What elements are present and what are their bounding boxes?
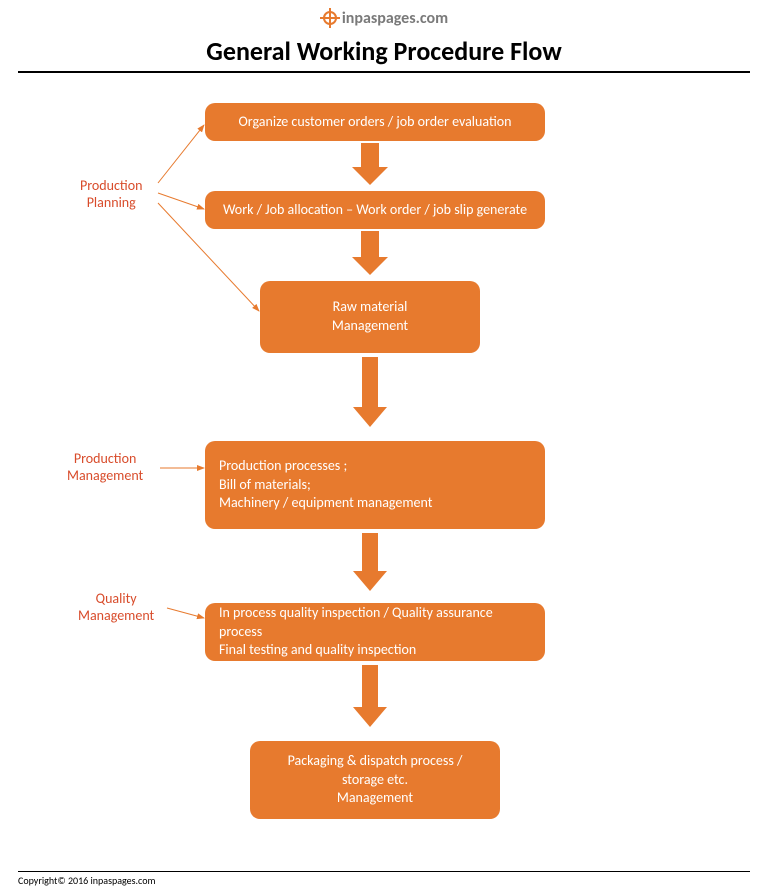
flow-node-text: Raw materialManagement [332,298,408,336]
flow-node: In process quality inspection / Quality … [205,603,545,661]
connector-line [158,193,204,209]
side-label: QualityManagement [78,591,154,625]
flow-node: Work / Job allocation – Work order / job… [205,191,545,229]
copyright-text: Copyright© 2016 inpaspages.com [18,874,750,887]
footer-rule [18,871,750,872]
logo: inpaspages.com [320,8,448,28]
flowchart-diagram: Organize customer orders / job order eva… [0,73,768,863]
crosshair-icon [320,8,340,28]
footer: Copyright© 2016 inpaspages.com [18,871,750,887]
flow-node-text: In process quality inspection / Quality … [219,604,531,661]
flow-node: Production processes ;Bill of materials;… [205,441,545,529]
side-label: ProductionManagement [67,451,143,485]
flow-node-text: Organize customer orders / job order eva… [239,113,512,132]
flow-node: Organize customer orders / job order eva… [205,103,545,141]
flow-node: Raw materialManagement [260,281,480,353]
flow-node-text: Packaging & dispatch process /storage et… [288,752,463,809]
logo-text: inpaspages.com [342,9,448,28]
side-label: ProductionPlanning [80,178,142,212]
flow-node-text: Work / Job allocation – Work order / job… [223,201,527,220]
page-title: General Working Procedure Flow [0,35,768,67]
flow-node: Packaging & dispatch process /storage et… [250,741,500,819]
flow-node-text: Production processes ;Bill of materials;… [219,457,432,514]
connector-line [158,125,204,183]
connector-line [167,608,204,618]
header: inpaspages.com General Working Procedure… [0,0,768,67]
